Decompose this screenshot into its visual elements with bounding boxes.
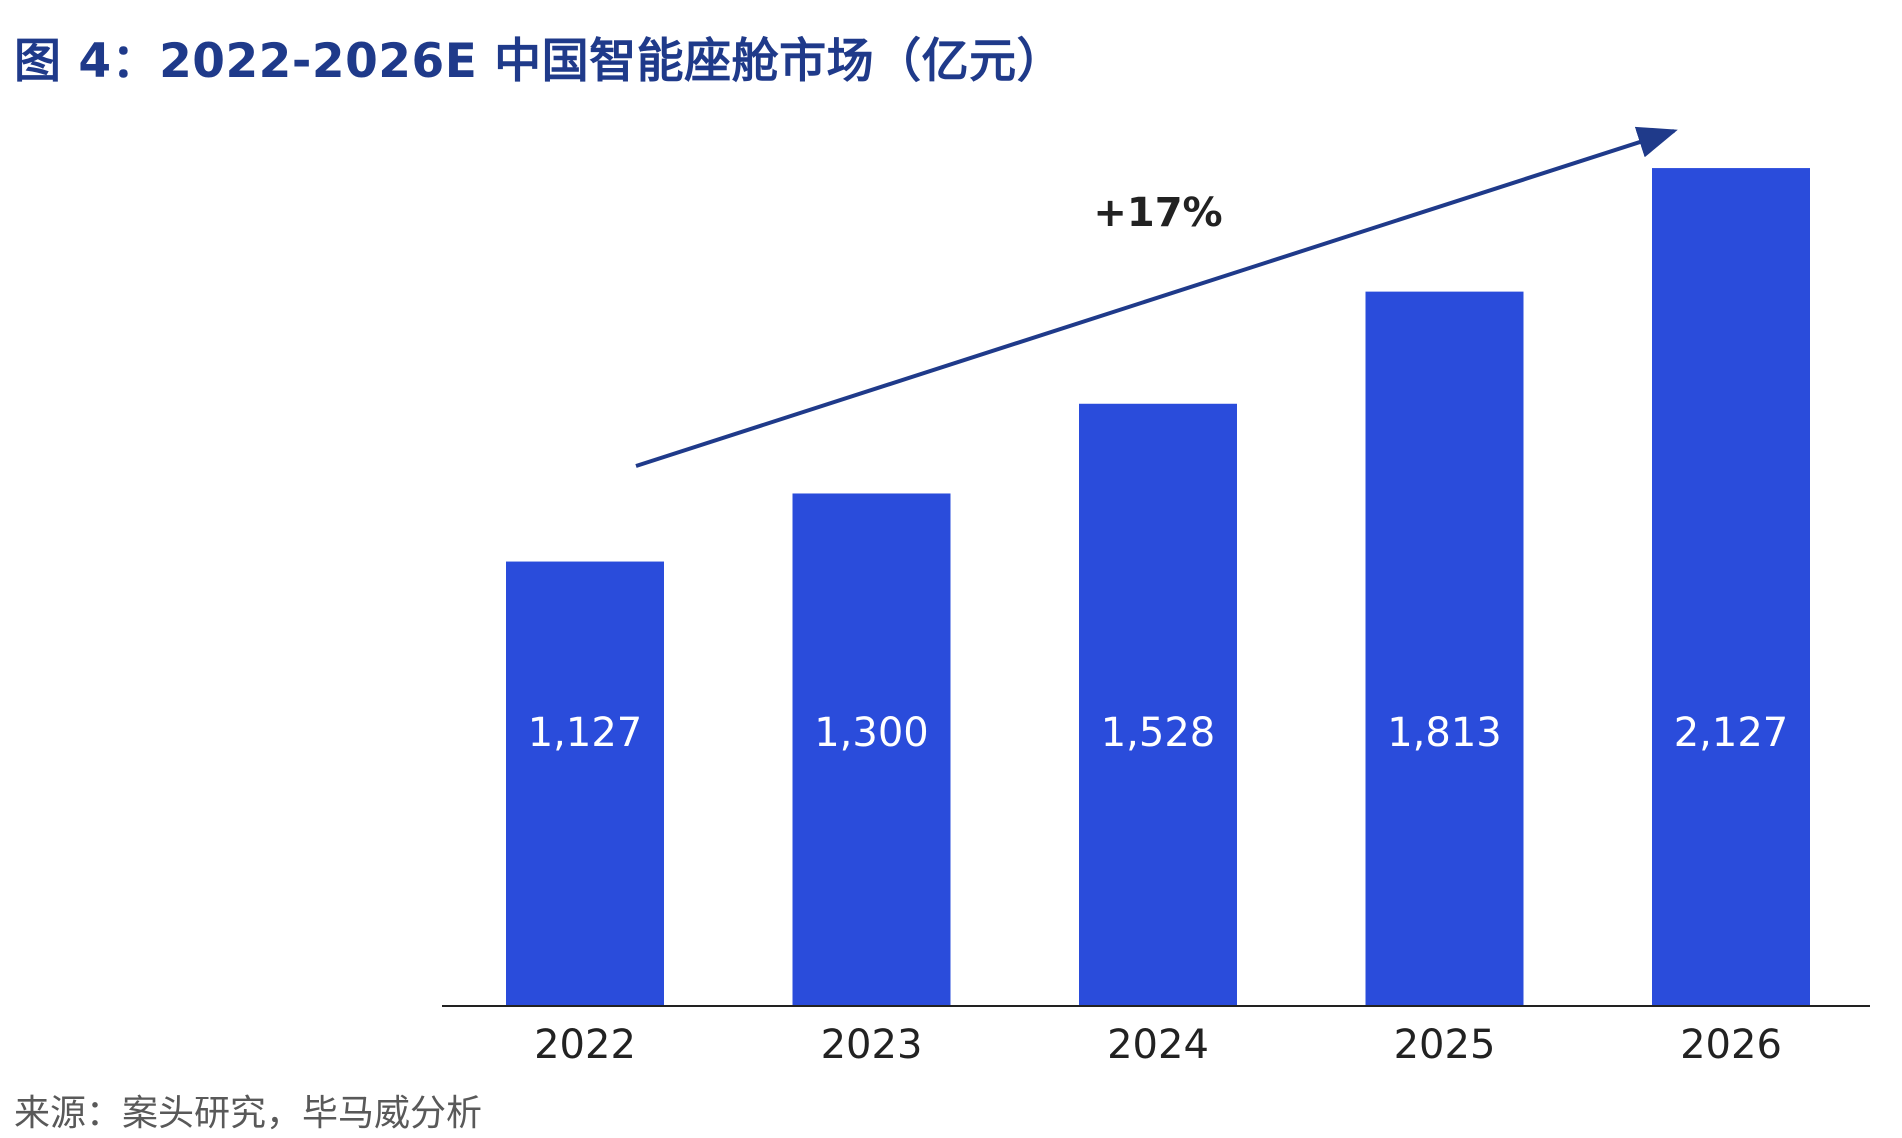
bar-2026 bbox=[1652, 168, 1810, 1006]
data-label-2023: 1,300 bbox=[814, 710, 929, 756]
x-tick-label-2024: 2024 bbox=[1107, 1022, 1209, 1068]
bar-2022 bbox=[506, 561, 664, 1005]
x-tick-labels-layer: 2022 2023 2024 2025 2026 bbox=[534, 1022, 1782, 1068]
growth-arrow bbox=[635, 126, 1678, 468]
x-tick-label-2026: 2026 bbox=[1680, 1022, 1782, 1068]
x-tick-label-2022: 2022 bbox=[534, 1022, 636, 1068]
bar-2023 bbox=[792, 493, 951, 1005]
bars-layer bbox=[506, 168, 1810, 1006]
data-label-2022: 1,127 bbox=[528, 710, 643, 756]
x-tick-label-2025: 2025 bbox=[1394, 1022, 1496, 1068]
figure-title: 图 4：2022-2026E 中国智能座舱市场（亿元） bbox=[14, 34, 1065, 89]
bar-2025 bbox=[1365, 291, 1524, 1005]
data-label-2024: 1,528 bbox=[1101, 710, 1216, 756]
x-tick-label-2023: 2023 bbox=[821, 1022, 923, 1068]
data-label-2025: 1,813 bbox=[1387, 710, 1502, 756]
growth-annotation-label: +17% bbox=[1093, 190, 1222, 236]
bar-2024 bbox=[1079, 403, 1237, 1005]
data-label-2026: 2,127 bbox=[1674, 710, 1789, 756]
source-note: 来源：案头研究，毕马威分析 bbox=[14, 1093, 483, 1134]
value-labels-layer: 1,127 1,300 1,528 1,813 2,127 bbox=[528, 710, 1789, 756]
